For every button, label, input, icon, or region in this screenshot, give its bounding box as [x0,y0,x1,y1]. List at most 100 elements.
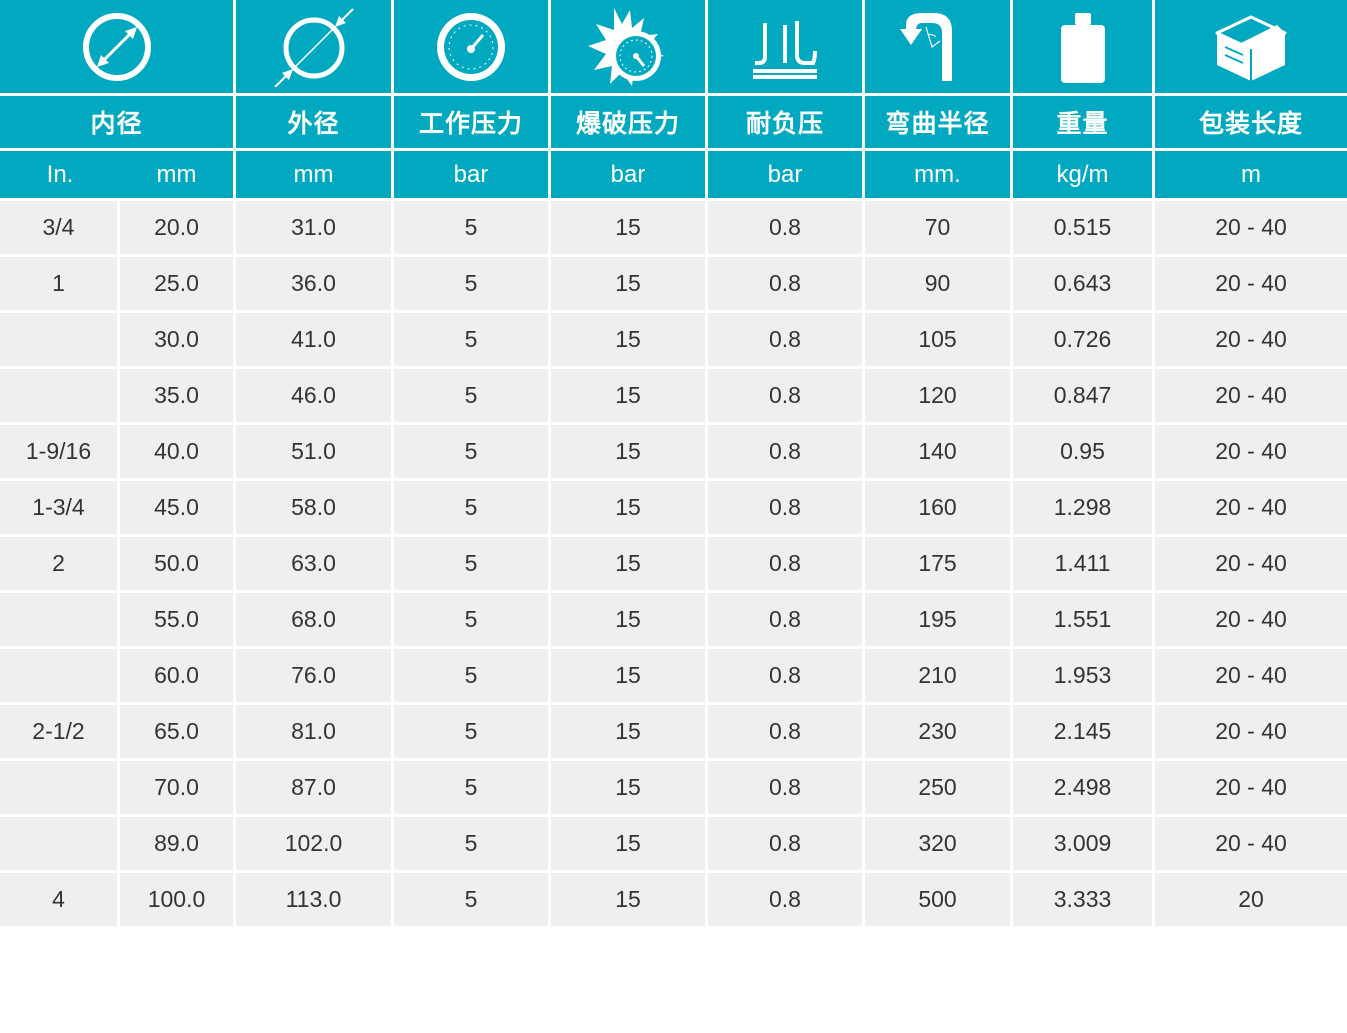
cell-bend-radius: 90 [865,257,1013,313]
cell-weight: 1.298 [1013,481,1155,537]
unit-vacuum-bar: bar [708,151,865,201]
cell-package-length: 20 - 40 [1155,313,1347,369]
table-row: 55.0 68.0 5 15 0.8 195 1.551 20 - 40 [0,593,1347,649]
cell-working-pressure: 5 [394,537,551,593]
cell-working-pressure: 5 [394,425,551,481]
cell-inner-mm: 100.0 [120,873,236,929]
cell-vacuum: 0.8 [708,761,865,817]
cell-burst-pressure: 15 [551,369,708,425]
cell-vacuum: 0.8 [708,425,865,481]
cell-inner-mm: 50.0 [120,537,236,593]
cell-bend-radius: 320 [865,817,1013,873]
vacuum-resistance-icon [753,20,817,79]
cell-inner-mm: 45.0 [120,481,236,537]
cell-bend-radius: 500 [865,873,1013,929]
cell-burst-pressure: 15 [551,873,708,929]
burst-pressure-icon-cell [551,0,708,96]
table-row: 4 100.0 113.0 5 15 0.8 500 3.333 20 [0,873,1347,929]
table-row: 70.0 87.0 5 15 0.8 250 2.498 20 - 40 [0,761,1347,817]
cell-inner-mm: 55.0 [120,593,236,649]
cell-bend-radius: 230 [865,705,1013,761]
col-name-weight: 重量 [1013,96,1155,151]
cell-inner-inch [0,649,120,705]
cell-inner-inch [0,761,120,817]
col-name-vacuum: 耐负压 [708,96,865,151]
table-row: 2-1/2 65.0 81.0 5 15 0.8 230 2.145 20 - 40 [0,705,1347,761]
cell-burst-pressure: 15 [551,817,708,873]
cell-outer-mm: 81.0 [236,705,394,761]
cell-inner-mm: 89.0 [120,817,236,873]
cell-bend-radius: 250 [865,761,1013,817]
cell-vacuum: 0.8 [708,313,865,369]
cell-package-length: 20 - 40 [1155,817,1347,873]
column-name-row: 内径 外径 工作压力 爆破压力 耐负压 弯曲半径 重量 包装长度 [0,96,1347,151]
cell-inner-mm: 30.0 [120,313,236,369]
cell-vacuum: 0.8 [708,201,865,257]
cell-inner-mm: 35.0 [120,369,236,425]
cell-burst-pressure: 15 [551,257,708,313]
cell-weight: 1.551 [1013,593,1155,649]
cell-working-pressure: 5 [394,369,551,425]
cell-inner-inch [0,593,120,649]
cell-inner-mm: 60.0 [120,649,236,705]
vacuum-icon-cell [708,0,865,96]
cell-inner-inch: 4 [0,873,120,929]
cell-package-length: 20 - 40 [1155,201,1347,257]
cell-weight: 0.726 [1013,313,1155,369]
cell-bend-radius: 120 [865,369,1013,425]
cell-outer-mm: 41.0 [236,313,394,369]
cell-outer-mm: 46.0 [236,369,394,425]
cell-inner-inch: 3/4 [0,201,120,257]
col-name-package-length: 包装长度 [1155,96,1347,151]
cell-vacuum: 0.8 [708,705,865,761]
cell-burst-pressure: 15 [551,201,708,257]
cell-vacuum: 0.8 [708,649,865,705]
cell-burst-pressure: 15 [551,705,708,761]
weight-icon-cell [1013,0,1155,96]
cell-inner-inch [0,369,120,425]
cell-inner-mm: 40.0 [120,425,236,481]
cell-package-length: 20 - 40 [1155,761,1347,817]
table-row: 1 25.0 36.0 5 15 0.8 90 0.643 20 - 40 [0,257,1347,313]
cell-outer-mm: 87.0 [236,761,394,817]
cell-working-pressure: 5 [394,481,551,537]
package-box-icon [1215,15,1287,81]
inner-diameter-icon [82,12,151,81]
cell-inner-inch: 1-3/4 [0,481,120,537]
cell-burst-pressure: 15 [551,761,708,817]
cell-weight: 3.009 [1013,817,1155,873]
cell-vacuum: 0.8 [708,817,865,873]
weight-icon [1060,12,1105,83]
col-name-inner-diameter: 内径 [0,96,236,151]
cell-working-pressure: 5 [394,705,551,761]
cell-burst-pressure: 15 [551,649,708,705]
burst-pressure-icon [588,7,664,86]
cell-weight: 0.95 [1013,425,1155,481]
icon-row [0,0,1347,96]
unit-burst-bar: bar [551,151,708,201]
col-name-bend-radius: 弯曲半径 [865,96,1013,151]
cell-outer-mm: 113.0 [236,873,394,929]
cell-burst-pressure: 15 [551,537,708,593]
cell-package-length: 20 - 40 [1155,593,1347,649]
unit-package-m: m [1155,151,1347,201]
cell-outer-mm: 31.0 [236,201,394,257]
cell-outer-mm: 36.0 [236,257,394,313]
unit-row: In. mm mm bar bar bar mm. kg/m m [0,151,1347,201]
cell-package-length: 20 - 40 [1155,257,1347,313]
cell-working-pressure: 5 [394,817,551,873]
cell-package-length: 20 - 40 [1155,705,1347,761]
col-name-outer-diameter: 外径 [236,96,394,151]
cell-vacuum: 0.8 [708,369,865,425]
cell-burst-pressure: 15 [551,313,708,369]
table-row: 35.0 46.0 5 15 0.8 120 0.847 20 - 40 [0,369,1347,425]
table-row: 60.0 76.0 5 15 0.8 210 1.953 20 - 40 [0,649,1347,705]
cell-package-length: 20 - 40 [1155,425,1347,481]
cell-outer-mm: 102.0 [236,817,394,873]
inner-diameter-icon-cell [0,0,236,96]
cell-outer-mm: 58.0 [236,481,394,537]
cell-bend-radius: 105 [865,313,1013,369]
cell-outer-mm: 68.0 [236,593,394,649]
cell-vacuum: 0.8 [708,873,865,929]
table-body: 3/4 20.0 31.0 5 15 0.8 70 0.515 20 - 40 1 25.0 36.0… [0,201,1347,929]
